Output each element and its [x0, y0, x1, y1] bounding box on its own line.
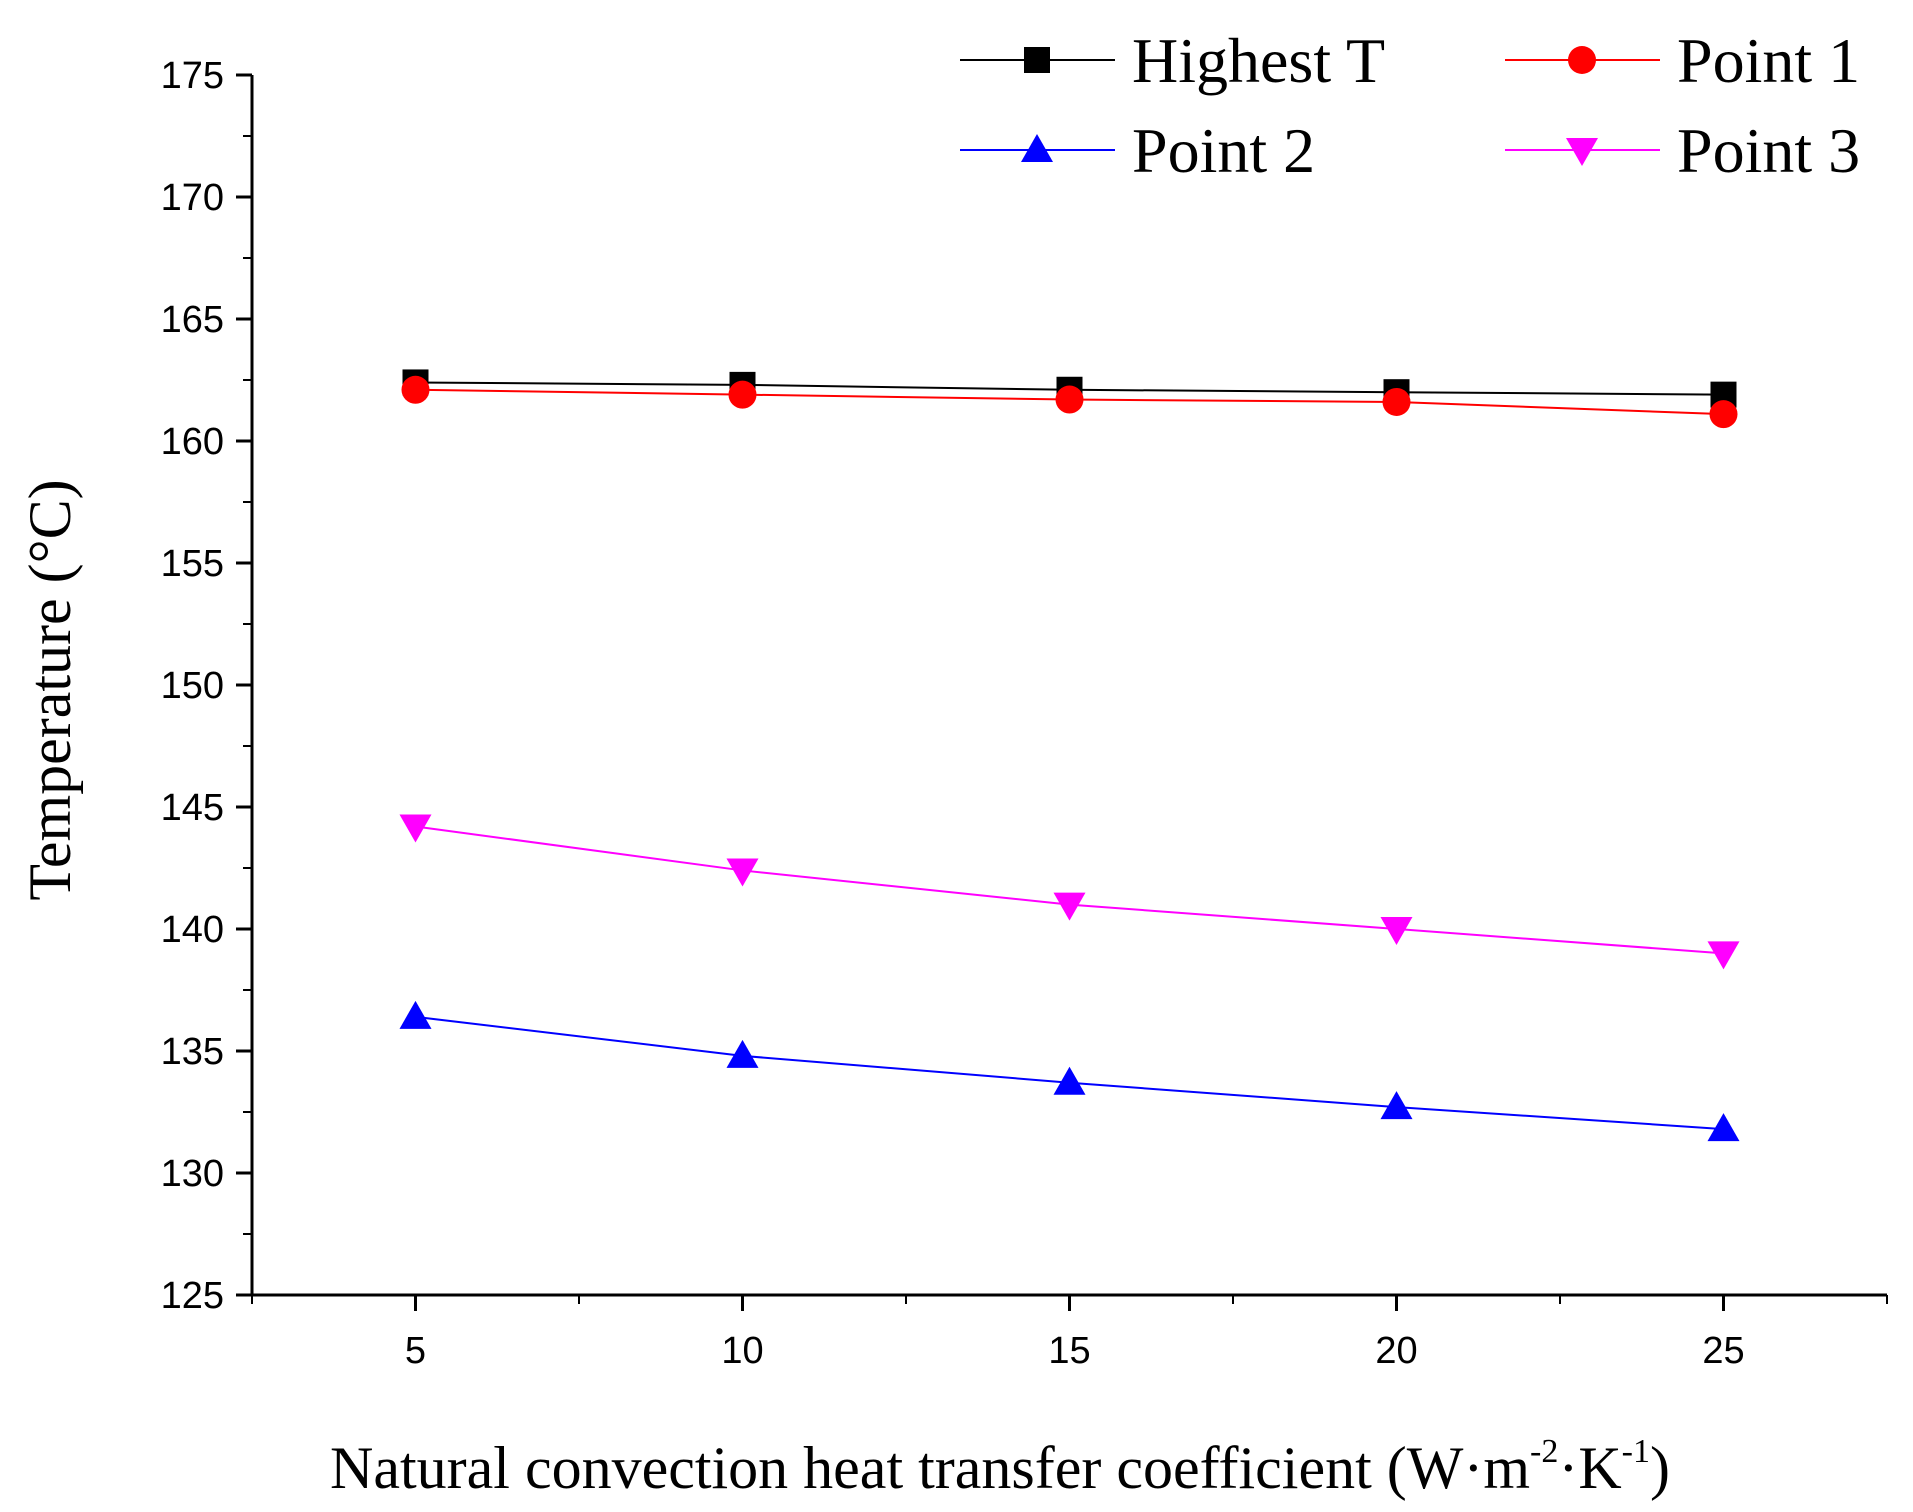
legend-item-highest-t: Highest T [960, 25, 1385, 96]
series-layer [399, 369, 1740, 1142]
x-axis-title-end: ) [1650, 1435, 1670, 1501]
data-point-point-1 [1709, 400, 1738, 429]
data-point-point-1 [1055, 385, 1084, 414]
series-point-1 [401, 375, 1738, 429]
data-point-point-1 [401, 375, 430, 404]
data-point-point-2 [1707, 1113, 1740, 1142]
x-tick-label: 5 [405, 1330, 426, 1372]
y-tick-label: 130 [161, 1153, 224, 1195]
x-tick-label: 10 [721, 1330, 763, 1372]
legend: Highest T Point 1 Point 2 Point 3 [960, 25, 1860, 186]
series-point-3 [399, 814, 1740, 970]
series-line-point-3 [415, 825, 1724, 955]
data-point-point-3 [726, 858, 759, 887]
legend-marker [1024, 47, 1050, 73]
y-tick-label: 150 [161, 665, 224, 707]
axes: 125 130 135 140 145 150 155 160 165 170 175 5 10 15 2… [161, 55, 1888, 1372]
data-point-point-1 [1382, 387, 1411, 416]
x-axis-title-sup1: -2 [1530, 1433, 1558, 1470]
y-tick-label: 145 [161, 787, 224, 829]
data-point-point-2 [399, 1000, 432, 1029]
data-point-point-2 [726, 1039, 759, 1068]
data-point-point-3 [1053, 892, 1086, 921]
y-tick-label: 140 [161, 909, 224, 951]
legend-label: Point 3 [1677, 115, 1860, 186]
y-tick-label: 175 [161, 55, 224, 97]
y-axis-title: Temperature (°C) [17, 479, 83, 900]
y-tick-label: 170 [161, 177, 224, 219]
x-axis-title-mid: ·K [1558, 1435, 1621, 1501]
y-tick-label: 125 [161, 1275, 224, 1317]
x-tick-label: 25 [1702, 1330, 1744, 1372]
data-point-point-3 [1380, 917, 1413, 945]
legend-label: Highest T [1132, 25, 1385, 96]
x-ticks: 5 10 15 20 25 [251, 1295, 1888, 1372]
data-point-point-1 [728, 380, 757, 409]
y-tick-label: 160 [161, 421, 224, 463]
data-point-point-3 [1707, 941, 1740, 970]
y-tick-label: 135 [161, 1031, 224, 1073]
legend-label: Point 2 [1132, 115, 1315, 186]
legend-marker [1568, 46, 1596, 74]
y-tick-label: 165 [161, 299, 224, 341]
legend-label: Point 1 [1677, 25, 1860, 96]
legend-item-point-3: Point 3 [1505, 115, 1860, 186]
legend-marker [1021, 134, 1053, 162]
x-axis-title-main: Natural convection heat transfer coeffic… [330, 1435, 1530, 1501]
y-ticks: 125 130 135 140 145 150 155 160 165 170 175 [161, 55, 252, 1317]
x-axis-title: Natural convection heat transfer coeffic… [330, 1433, 1670, 1501]
x-tick-label: 15 [1048, 1330, 1090, 1372]
series-point-2 [399, 1000, 1740, 1142]
x-tick-label: 20 [1375, 1330, 1417, 1372]
legend-item-point-2: Point 2 [960, 115, 1315, 186]
data-point-point-3 [399, 814, 432, 843]
legend-marker [1566, 138, 1598, 166]
legend-item-point-1: Point 1 [1505, 25, 1860, 96]
y-tick-label: 155 [161, 543, 224, 585]
data-point-point-2 [1053, 1066, 1086, 1095]
data-point-point-2 [1380, 1091, 1413, 1120]
x-axis-title-sup2: -1 [1622, 1433, 1650, 1470]
